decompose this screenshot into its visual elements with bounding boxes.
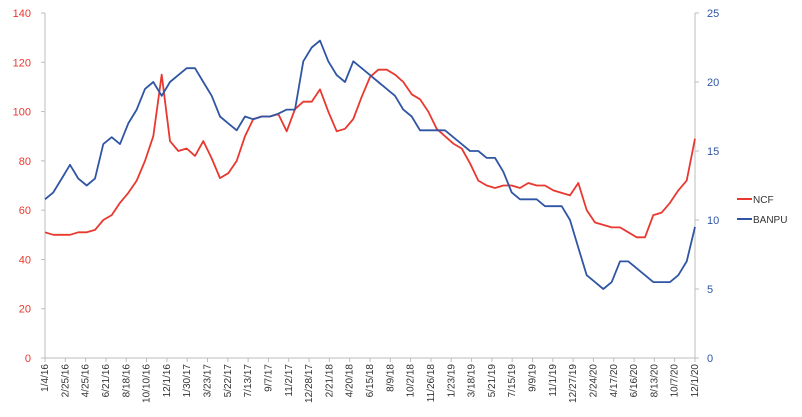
- left-axis-tick-label: 0: [25, 353, 31, 365]
- x-axis-tick-label: 1/23/19: [446, 364, 457, 398]
- x-axis-tick-label: 12/1/20: [690, 364, 701, 398]
- x-axis-tick-label: 9/7/17: [263, 364, 274, 392]
- x-axis-tick-label: 7/13/17: [243, 364, 254, 398]
- x-axis-tick-label: 11/1/19: [548, 364, 559, 397]
- legend-label-banpu: BANPU: [753, 215, 787, 226]
- left-axis-tick-label: 100: [13, 107, 31, 119]
- left-axis-tick-label: 80: [19, 156, 31, 168]
- x-axis-tick-label: 12/27/19: [568, 364, 579, 403]
- x-axis-tick-label: 12/28/17: [304, 364, 315, 403]
- left-axis-tick-label: 120: [13, 57, 31, 69]
- x-axis-tick-label: 5/21/19: [487, 364, 498, 398]
- right-axis-tick-label: 5: [707, 284, 713, 296]
- x-axis-tick-label: 6/16/20: [629, 364, 640, 398]
- x-axis-tick-label: 12/1/16: [162, 364, 173, 398]
- x-axis-tick-label: 9/9/19: [528, 364, 539, 392]
- x-axis-tick-label: 3/18/19: [467, 364, 478, 398]
- x-axis-tick-label: 6/21/16: [101, 364, 112, 398]
- x-axis-tick-label: 8/18/16: [121, 364, 132, 398]
- right-axis-tick-label: 25: [707, 8, 719, 20]
- series-layer: [44, 39, 696, 290]
- left-axis-tick-label: 140: [13, 8, 31, 20]
- x-axis-tick-label: 10/7/20: [670, 364, 681, 398]
- x-axis-tick-label: 2/25/16: [60, 364, 71, 398]
- x-axis-tick-label: 8/9/18: [385, 364, 396, 392]
- series-line-ncf: [44, 68, 696, 239]
- right-axis-tick-label: 20: [707, 77, 719, 89]
- x-axis-tick-label: 10/2/18: [406, 364, 417, 398]
- x-axis-tick-label: 4/20/18: [345, 364, 356, 398]
- left-axis-tick-label: 60: [19, 205, 31, 217]
- x-axis-tick-label: 2/21/18: [324, 364, 335, 398]
- x-axis-tick-label: 7/15/19: [507, 364, 518, 398]
- x-axis-tick-label: 1/4/16: [40, 364, 51, 392]
- axes-layer: 0 20 40 60 80 100 120 140 0 5 10 15 20 25 1/4/16 2/25/1…: [13, 8, 720, 403]
- x-axis-tick-label: 6/15/18: [365, 364, 376, 398]
- right-axis-tick-label: 10: [707, 215, 719, 227]
- series-line-banpu: [44, 39, 696, 290]
- x-axis-tick-label: 5/22/17: [223, 364, 234, 398]
- x-axis-tick-label: 11/26/18: [426, 364, 437, 403]
- x-axis-tick-label: 4/25/16: [81, 364, 92, 398]
- legend: NCF BANPU: [737, 195, 787, 226]
- x-axis-tick-label: 11/2/17: [284, 364, 295, 397]
- x-axis-tick-label: 8/13/20: [649, 364, 660, 398]
- x-axis-tick-label: 4/17/20: [609, 364, 620, 398]
- x-axis-tick-label: 10/10/16: [142, 364, 153, 403]
- x-axis-tick-label: 2/24/20: [588, 364, 599, 398]
- x-axis-tick-label: 1/30/17: [182, 364, 193, 398]
- x-axis-tick-label: 3/23/17: [203, 364, 214, 398]
- legend-label-ncf: NCF: [753, 195, 774, 206]
- left-axis-tick-label: 40: [19, 254, 31, 266]
- left-axis-tick-label: 20: [19, 304, 31, 316]
- right-axis-tick-label: 0: [707, 353, 713, 365]
- right-axis-tick-label: 15: [707, 146, 719, 158]
